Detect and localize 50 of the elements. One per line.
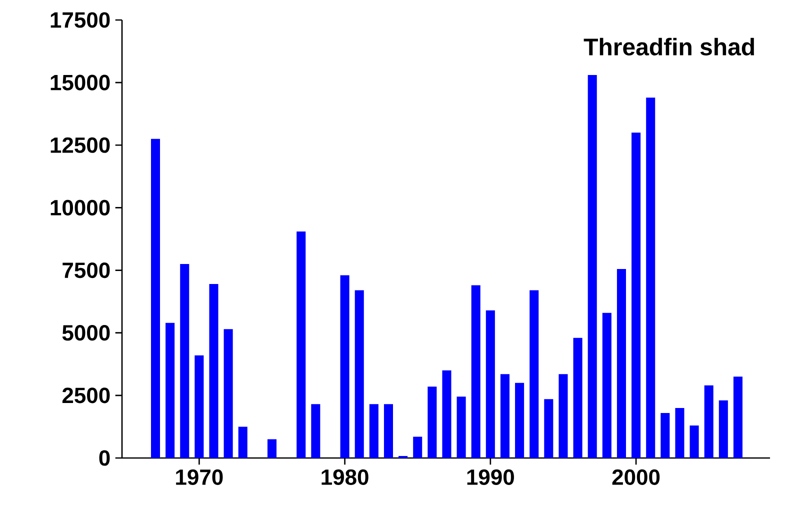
- y-tick-label: 17500: [50, 12, 110, 28]
- bar: [690, 425, 699, 458]
- bar: [369, 404, 378, 458]
- bar: [675, 408, 684, 458]
- bar: [471, 285, 480, 458]
- bar: [530, 290, 539, 458]
- bar: [544, 399, 554, 458]
- bar: [588, 75, 597, 458]
- bar: [209, 284, 218, 458]
- x-tick-label: 2000: [612, 469, 660, 485]
- bar: [573, 338, 582, 458]
- bar: [194, 355, 204, 458]
- y-tick-label: 15000: [50, 74, 110, 90]
- bar: [442, 370, 452, 458]
- y-tick-label: 12500: [50, 137, 110, 153]
- bar: [428, 386, 437, 458]
- x-tick-label: 1970: [176, 469, 223, 485]
- x-tick-label: 1980: [322, 469, 368, 485]
- bar: [616, 269, 626, 458]
- bar: [354, 290, 364, 458]
- bar: [646, 98, 656, 458]
- bar: [238, 426, 248, 458]
- bar: [340, 275, 350, 458]
- bar: [296, 231, 306, 458]
- bar: [486, 310, 495, 458]
- bar: [311, 404, 320, 458]
- bar: [224, 329, 233, 458]
- bar: [632, 132, 641, 458]
- text: Threadfin shad: [584, 38, 754, 56]
- bar: [267, 439, 277, 458]
- bar: [704, 385, 714, 458]
- y-tick-label: 0: [99, 450, 110, 466]
- bar: [515, 382, 524, 458]
- bar: [602, 312, 612, 458]
- bar: [413, 436, 422, 458]
- bar: [456, 396, 466, 458]
- y-tick-label: 10000: [50, 200, 110, 216]
- y-tick-label: 2500: [62, 388, 110, 404]
- bar: [500, 374, 510, 458]
- bar: [180, 264, 190, 458]
- bar: [150, 138, 160, 458]
- y-tick-label: 7500: [62, 262, 110, 278]
- bar: [166, 322, 175, 458]
- bar: [718, 400, 728, 458]
- bar: [733, 376, 742, 458]
- bar: [384, 404, 393, 458]
- y-tick-label: 5000: [62, 325, 110, 341]
- bar: [660, 412, 670, 458]
- x-tick-label: 1990: [467, 469, 514, 485]
- bar: [558, 374, 568, 458]
